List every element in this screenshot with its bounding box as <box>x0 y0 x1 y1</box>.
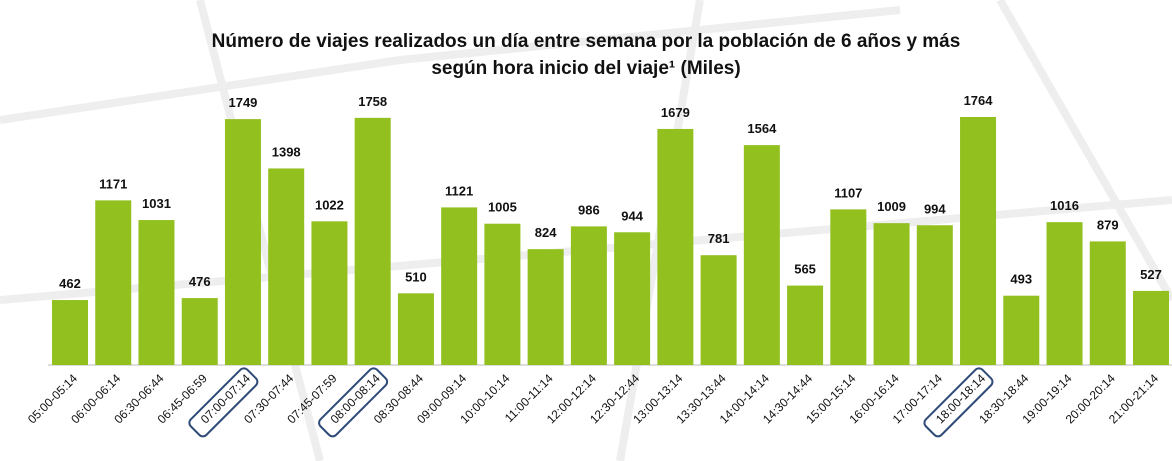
value-label: 1107 <box>834 185 862 200</box>
bar <box>484 223 521 365</box>
background-line <box>0 6 901 124</box>
value-label: 824 <box>535 225 557 240</box>
bar <box>1089 241 1126 365</box>
highlight-box <box>923 367 994 438</box>
value-label: 986 <box>578 202 600 217</box>
value-label: 781 <box>708 231 730 246</box>
bar <box>614 232 651 365</box>
value-label: 1031 <box>142 196 171 211</box>
value-label: 462 <box>59 276 81 291</box>
value-label: 1758 <box>358 94 387 109</box>
bar <box>787 285 824 365</box>
bar <box>570 226 607 365</box>
bar <box>527 249 564 365</box>
value-label: 510 <box>405 269 427 284</box>
value-label: 1009 <box>877 199 906 214</box>
bar <box>224 119 261 365</box>
bar <box>916 225 953 365</box>
value-label: 1005 <box>488 200 517 215</box>
bar <box>700 255 737 365</box>
highlight-box <box>318 367 389 438</box>
bar <box>52 300 88 365</box>
background-line <box>996 0 1172 302</box>
bar <box>181 298 218 365</box>
value-label: 565 <box>794 262 816 277</box>
value-label: 879 <box>1097 217 1119 232</box>
bar <box>657 128 694 365</box>
value-label: 1398 <box>272 144 301 159</box>
value-label: 1016 <box>1050 198 1079 213</box>
bar <box>354 117 391 365</box>
value-label: 1564 <box>747 121 777 136</box>
value-label: 944 <box>621 208 643 223</box>
bar <box>830 209 867 365</box>
bar <box>873 223 910 365</box>
bar <box>268 168 305 365</box>
bar <box>138 220 175 365</box>
value-label: 1022 <box>315 197 344 212</box>
value-label: 1171 <box>99 176 127 191</box>
bar <box>311 221 348 365</box>
bar <box>743 145 780 365</box>
bar <box>1046 222 1083 365</box>
value-label: 1764 <box>964 93 994 108</box>
bar <box>1003 295 1040 365</box>
value-label: 527 <box>1140 267 1162 282</box>
chart-title: Número de viajes realizados un día entre… <box>211 31 961 79</box>
value-label: 1679 <box>661 105 690 120</box>
value-label: 1749 <box>228 95 257 110</box>
value-label: 1121 <box>445 183 473 198</box>
bar <box>95 200 132 365</box>
bar <box>441 207 478 365</box>
value-label: 493 <box>1010 272 1032 287</box>
bar <box>960 117 997 365</box>
value-label: 994 <box>924 201 946 216</box>
highlight-box <box>188 367 259 438</box>
value-label: 476 <box>189 274 211 289</box>
bar <box>1133 290 1169 365</box>
bar <box>397 293 434 365</box>
